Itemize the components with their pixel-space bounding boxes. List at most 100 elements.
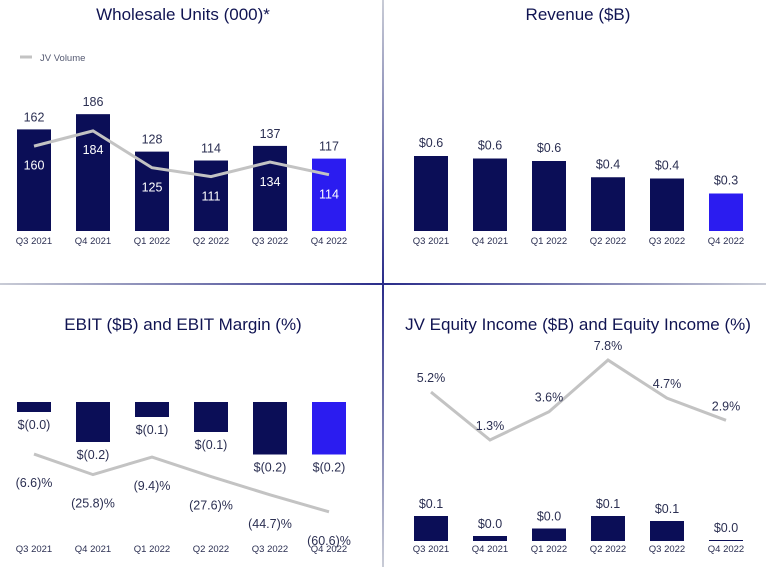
ebit-margin-line (33, 452, 330, 514)
revenue-bar (709, 193, 743, 231)
jv-equity-category-label: Q1 2022 (531, 544, 567, 555)
ebit-margin-value-label: (60.6)% (307, 534, 351, 548)
ebit-margin-value-label: (6.6)% (16, 476, 53, 490)
revenue-bar (414, 156, 448, 231)
revenue-value-label: $0.3 (714, 174, 738, 188)
jv-equity-category-label: Q3 2021 (413, 544, 449, 555)
jv-equity-income-value-label: $0.1 (596, 497, 620, 511)
equity-income-value-label: 3.6% (535, 391, 564, 405)
jv-equity-income-value-label: $0.1 (419, 497, 443, 511)
revenue-value-label: $0.6 (419, 136, 443, 150)
ebit-bar (194, 402, 228, 432)
wholesale-units-value-label: 134 (260, 175, 281, 189)
jv-equity-income-bar (473, 536, 507, 541)
equity-income-value-label: 5.2% (417, 371, 446, 385)
ebit-bar (17, 402, 51, 412)
wholesale-units-value-label: 125 (142, 181, 163, 195)
ebit-category-label: Q4 2022 (311, 544, 347, 555)
wholesale-units-category-label: Q4 2022 (311, 236, 347, 247)
jv-equity-category-label: Q2 2022 (590, 544, 626, 555)
ebit-bar (135, 402, 169, 417)
revenue-value-label: $0.4 (655, 159, 679, 173)
wholesale-units-bar (312, 158, 346, 231)
ebit-value-label: $(0.1) (136, 423, 169, 437)
revenue-bar (650, 178, 684, 231)
jv-equity-category-label: Q4 2021 (472, 544, 508, 555)
ebit-margin-value-label: (9.4)% (134, 479, 171, 493)
jv-equity-plot: $0.1 $0.0 $0.0 $0.1 $0.1 $0.0 5.2% 1.3% 3.6% 7.8%… (413, 339, 744, 555)
jv-equity-income-value-label: $0.0 (537, 510, 561, 524)
equity-income-value-label: 7.8% (594, 339, 623, 353)
wholesale-units-category-label: Q1 2022 (134, 236, 170, 247)
equity-income-value-label: 2.9% (712, 399, 741, 413)
equity-income-value-label: 4.7% (653, 377, 682, 391)
jv-volume-value-label: 128 (142, 133, 163, 147)
jv-equity-income-bar (532, 528, 566, 541)
jv-volume-value-label: 186 (83, 95, 104, 109)
revenue-category-label: Q4 2021 (472, 236, 508, 247)
jv-volume-value-label: 114 (201, 142, 221, 156)
wholesale-units-category-label: Q4 2021 (75, 236, 111, 247)
revenue-bar (532, 161, 566, 231)
ebit-margin-value-label: (44.7)% (248, 517, 292, 531)
ebit-value-label: $(0.2) (77, 448, 110, 462)
revenue-value-label: $0.4 (596, 157, 620, 171)
wholesale-units-value-label: 160 (24, 158, 45, 172)
ebit-margin-value-label: (25.8)% (71, 497, 115, 511)
jv-equity-income-bar (650, 521, 684, 541)
revenue-value-label: $0.6 (478, 139, 502, 153)
ebit-category-label: Q4 2021 (75, 544, 111, 555)
ebit-bar (76, 402, 110, 442)
ebit-value-label: $(0.1) (195, 438, 228, 452)
jv-volume-value-label: 117 (319, 140, 339, 154)
jv-volume-line (33, 129, 330, 179)
wholesale-units-value-label: 111 (201, 190, 220, 204)
wholesale-units-bar (135, 151, 169, 231)
jv-volume-legend-label: JV Volume (40, 53, 85, 64)
revenue-plot: $0.6 $0.6 $0.6 $0.4 $0.4 $0.3 Q3 2021 Q4 2021 Q1… (413, 136, 744, 247)
revenue-category-label: Q3 2021 (413, 236, 449, 247)
ebit-bar (253, 402, 287, 455)
wholesale-units-bar (17, 129, 51, 231)
ebit-value-label: $(0.2) (254, 461, 287, 475)
jv-equity-income-bar (591, 516, 625, 541)
ebit-category-label: Q3 2022 (252, 544, 288, 555)
jv-volume-value-label: 162 (24, 110, 45, 124)
revenue-category-label: Q3 2022 (649, 236, 685, 247)
revenue-category-label: Q4 2022 (708, 236, 744, 247)
wholesale-units-category-label: Q2 2022 (193, 236, 229, 247)
ebit-value-label: $(0.0) (18, 418, 51, 432)
wholesale-units-value-label: 114 (319, 188, 339, 202)
jv-equity-income-value-label: $0.0 (714, 521, 738, 535)
equity-income-value-label: 1.3% (476, 419, 505, 433)
ebit-value-label: $(0.2) (313, 461, 346, 475)
revenue-category-label: Q2 2022 (590, 236, 626, 247)
jv-volume-value-label: 137 (260, 127, 281, 141)
wholesale-units-title: Wholesale Units (000)* (96, 5, 270, 24)
revenue-title: Revenue ($B) (526, 5, 631, 24)
jv-equity-title: JV Equity Income ($B) and Equity Income … (405, 315, 751, 334)
ebit-category-label: Q3 2021 (16, 544, 52, 555)
jv-equity-category-label: Q4 2022 (708, 544, 744, 555)
jv-equity-income-bar (709, 540, 743, 541)
ebit-bar (312, 402, 346, 455)
wholesale-units-plot: 160 184 125 111 134 114 162 186 128 114 137 117 Q3 2… (16, 95, 347, 247)
jv-equity-category-label: Q3 2022 (649, 544, 685, 555)
ebit-category-label: Q2 2022 (193, 544, 229, 555)
wholesale-units-bar (253, 145, 287, 231)
revenue-category-label: Q1 2022 (531, 236, 567, 247)
jv-equity-income-value-label: $0.0 (478, 517, 502, 531)
revenue-bar (473, 158, 507, 231)
equity-income-line (430, 358, 727, 442)
jv-equity-income-value-label: $0.1 (655, 502, 679, 516)
ebit-plot: $(0.0) $(0.2) $(0.1) $(0.1) $(0.2) $(0.2) (6.6… (16, 402, 351, 555)
ebit-category-label: Q1 2022 (134, 544, 170, 555)
wholesale-units-value-label: 184 (83, 143, 104, 157)
jv-equity-income-bar (414, 516, 448, 541)
wholesale-units-category-label: Q3 2022 (252, 236, 288, 247)
revenue-value-label: $0.6 (537, 141, 561, 155)
ebit-title: EBIT ($B) and EBIT Margin (%) (64, 315, 301, 334)
revenue-bar (591, 177, 625, 231)
wholesale-units-category-label: Q3 2021 (16, 236, 52, 247)
